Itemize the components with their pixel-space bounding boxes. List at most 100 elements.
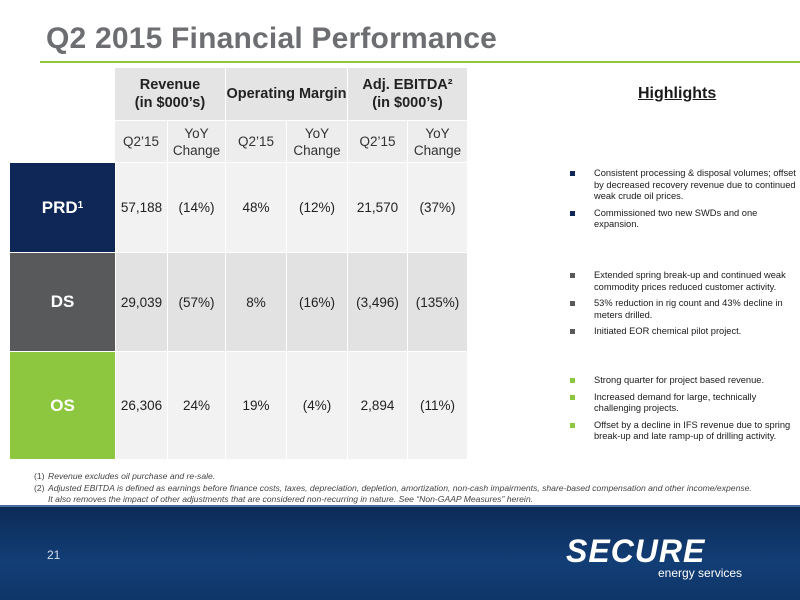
highlight-bullet: Offset by a decline in IFS revenue due t… xyxy=(568,420,796,443)
column-subheader: YoY Change xyxy=(167,120,225,162)
highlight-text: 53% reduction in rig count and 43% decli… xyxy=(594,298,783,320)
column-subheader: Q2’15 xyxy=(225,120,286,162)
highlight-text: Initiated EOR chemical pilot project. xyxy=(594,326,742,336)
table-cell: (14%) xyxy=(167,162,225,252)
square-bullet-icon xyxy=(570,301,575,306)
footnote-1-text: Revenue excludes oil purchase and re-sal… xyxy=(48,471,216,481)
column-subheader: Q2’15 xyxy=(347,120,407,162)
table-cell-value: (57%) xyxy=(178,294,215,310)
column-subheader-label: Q2’15 xyxy=(359,134,396,149)
square-bullet-icon xyxy=(570,422,575,428)
highlights-group: Consistent processing & disposal volumes… xyxy=(568,168,796,236)
highlight-bullet: Increased demand for large, technically … xyxy=(568,392,796,415)
footnote-2-text: Adjusted EBITDA is defined as earnings b… xyxy=(48,483,752,493)
table-cell: 2,894 xyxy=(347,351,407,459)
square-bullet-icon xyxy=(570,329,575,334)
table-cell-value: (3,496) xyxy=(356,294,399,310)
table-cell: 29,039 xyxy=(115,252,167,351)
footer-band xyxy=(0,505,800,600)
column-subheader-label: YoY Change xyxy=(172,125,221,158)
table-cell: 19% xyxy=(225,351,286,459)
table-cell-value: 19% xyxy=(242,398,270,413)
table-cell: (16%) xyxy=(286,252,347,351)
logo-tagline: energy services xyxy=(658,566,743,580)
column-group-header: Revenue (in $000’s) xyxy=(115,68,225,120)
title-underline xyxy=(40,61,800,63)
square-bullet-icon xyxy=(570,210,575,216)
footer-highlight-line xyxy=(0,505,800,507)
company-logo: SECURE energy services xyxy=(566,533,746,581)
highlight-text: Offset by a decline in IFS revenue due t… xyxy=(594,419,791,442)
segment-footnote-ref: 1 xyxy=(77,200,84,211)
table-cell-value: (12%) xyxy=(298,200,335,215)
footnote-2: (2) Adjusted EBITDA is defined as earning… xyxy=(34,483,752,494)
table-cell: 8% xyxy=(225,252,286,351)
highlight-bullet: Strong quarter for project based revenue… xyxy=(568,375,796,387)
table-cell: (11%) xyxy=(407,351,467,459)
footnote-2-cont: It also removes the impact of other adju… xyxy=(34,494,533,505)
table-cell-value: (4%) xyxy=(302,398,332,413)
segment-label: DS xyxy=(50,292,75,311)
square-bullet-icon xyxy=(570,378,575,383)
highlights-title: Highlights xyxy=(638,85,717,102)
footnote-2-cont-text: It also removes the impact of other adju… xyxy=(48,494,533,504)
segment-cell-prd: PRD 1 xyxy=(10,162,115,252)
highlight-text: Commissioned two new SWDs and one expans… xyxy=(594,207,758,230)
page-title: Q2 2015 Financial Performance xyxy=(46,22,498,55)
table-cell: (135%) xyxy=(407,252,467,351)
table-cell-value: (14%) xyxy=(178,200,215,215)
table-cell-value: 24% xyxy=(182,398,211,413)
table-cell: 21,570 xyxy=(347,162,407,252)
segment-label: PRD xyxy=(41,197,78,217)
column-subheader: Q2’15 xyxy=(115,120,167,162)
highlights-group: Extended spring break-up and continued w… xyxy=(568,270,796,343)
column-group-label: Revenue (in $000’s) xyxy=(134,77,206,111)
highlight-bullet: Initiated EOR chemical pilot project. xyxy=(568,326,796,338)
highlight-bullet: Commissioned two new SWDs and one expans… xyxy=(568,208,796,231)
column-subheader-label: YoY Change xyxy=(413,125,462,158)
column-subheader-label: YoY Change xyxy=(293,125,341,158)
logo-wordmark: SECURE xyxy=(566,533,706,569)
table-cell-value: 26,306 xyxy=(120,398,163,413)
segment-cell-ds: DS xyxy=(10,252,115,351)
column-group-label: Adj. EBITDA² (in $000’s) xyxy=(362,77,453,111)
highlight-bullet: Extended spring break-up and continued w… xyxy=(568,270,796,293)
square-bullet-icon xyxy=(570,273,575,278)
highlight-text: Strong quarter for project based revenue… xyxy=(594,375,765,385)
table-cell: (12%) xyxy=(286,162,347,252)
footnote-1-number: (1) xyxy=(34,471,45,481)
column-group-header: Operating Margin xyxy=(225,68,347,120)
table-cell-value: (37%) xyxy=(419,200,456,215)
table-cell: (4%) xyxy=(286,351,347,459)
column-subheader: YoY Change xyxy=(286,120,347,162)
table-cell: (57%) xyxy=(167,252,225,351)
column-subheader-label: Q2’15 xyxy=(237,134,275,149)
highlight-text: Extended spring break-up and continued w… xyxy=(594,270,786,292)
square-bullet-icon xyxy=(570,171,575,176)
table-cell-value: 21,570 xyxy=(356,200,399,215)
column-subheader: YoY Change xyxy=(407,120,467,162)
footnote-1: (1) Revenue excludes oil purchase and re-… xyxy=(34,471,215,482)
page-number: 21 xyxy=(47,548,61,562)
highlight-text: Consistent processing & disposal volumes… xyxy=(594,168,796,201)
segment-label: OS xyxy=(50,395,75,415)
footnote-2-number: (2) xyxy=(34,483,45,493)
table-cell-value: 29,039 xyxy=(120,294,163,310)
table-cell-value: (16%) xyxy=(298,294,335,310)
table-cell: (37%) xyxy=(407,162,467,252)
table-cell: 57,188 xyxy=(115,162,167,252)
table-cell: 48% xyxy=(225,162,286,252)
highlight-bullet: 53% reduction in rig count and 43% decli… xyxy=(568,298,796,321)
table-cell-value: (11%) xyxy=(419,398,455,413)
table-cell-value: 8% xyxy=(246,294,266,310)
table-cell: (3,496) xyxy=(347,252,407,351)
segment-cell-os: OS xyxy=(10,351,115,459)
table-cell-value: 48% xyxy=(242,200,270,215)
highlight-text: Increased demand for large, technically … xyxy=(594,391,757,414)
table-cell-value: 2,894 xyxy=(360,398,395,413)
table-cell: 24% xyxy=(167,351,225,459)
column-group-label: Operating Margin xyxy=(226,86,347,102)
table-cell-value: (135%) xyxy=(415,294,460,310)
column-group-header: Adj. EBITDA² (in $000’s) xyxy=(347,68,467,120)
column-subheader-label: Q2’15 xyxy=(122,134,160,149)
